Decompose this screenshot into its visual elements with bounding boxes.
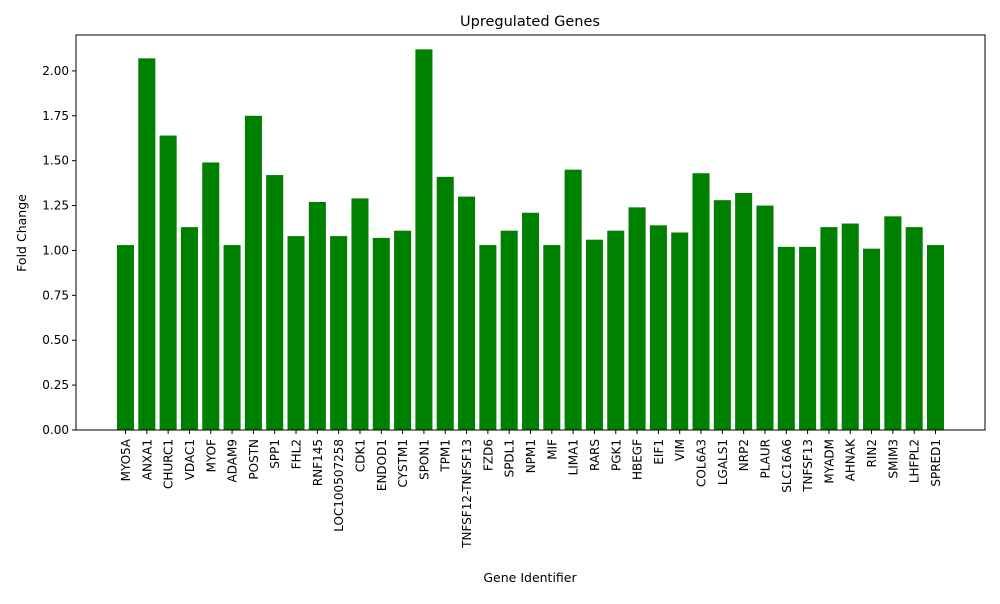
x-tick-label: RARS (588, 439, 602, 471)
bar-lgals1 (713, 200, 731, 430)
x-tick-label: POSTN (247, 439, 261, 480)
y-tick-label: 1.00 (42, 243, 69, 257)
x-tick-label: LGALS1 (716, 439, 730, 485)
bar-npm1 (521, 212, 540, 430)
x-tick-label: EIF1 (652, 439, 666, 465)
bar-myo5a (116, 245, 135, 430)
chart-title: Upregulated Genes (460, 14, 600, 30)
y-tick-label: 1.50 (42, 154, 69, 168)
bar-cdk1 (351, 198, 369, 430)
bar-loc100507258 (330, 236, 348, 430)
bar-ahnak (841, 223, 859, 430)
x-tick-label: SPDL1 (503, 439, 517, 477)
x-tick-label: NPM1 (524, 439, 538, 473)
x-tick-label: PLAUR (758, 439, 772, 479)
bar-nrp2 (735, 193, 753, 430)
y-tick-label: 0.75 (42, 288, 69, 302)
bar-tpm1 (436, 176, 454, 430)
y-axis-label: Fold Change (14, 194, 29, 272)
bar-mif (543, 245, 561, 430)
x-tick-label: TNFSF12-TNFSF13 (460, 439, 474, 549)
x-tick-label: VIM (673, 439, 687, 461)
bar-endod1 (372, 237, 390, 430)
bar-lhfpl2 (905, 227, 923, 430)
bar-tnfsf13 (799, 246, 817, 430)
bar-fzd6 (479, 245, 497, 430)
x-tick-label: SPON1 (417, 439, 431, 480)
bar-rin2 (863, 248, 881, 430)
x-tick-label: HBEGF (631, 439, 645, 480)
x-axis-label: Gene Identifier (483, 570, 577, 585)
x-tick-label: LOC100507258 (332, 439, 346, 532)
y-tick-label: 0.00 (42, 423, 69, 437)
bar-smim3 (884, 216, 902, 430)
bar-spred1 (926, 245, 945, 430)
x-tick-label: MIF (545, 439, 559, 460)
x-tick-label: SPP1 (268, 439, 282, 469)
bar-spp1 (266, 175, 284, 430)
y-tick-label: 2.00 (42, 64, 69, 78)
x-tick-label: MYOF (204, 439, 218, 472)
x-tick-label: AHNAK (844, 438, 858, 481)
bar-myadm (820, 227, 838, 430)
bar-spdl1 (500, 230, 518, 430)
bars-layer (116, 49, 945, 431)
bar-fhl2 (287, 236, 305, 430)
x-tick-label: COL6A3 (695, 439, 709, 487)
x-tick-label: FHL2 (290, 439, 304, 469)
bar-plaur (756, 205, 774, 430)
x-tick-label: LHFPL2 (908, 439, 922, 483)
x-tick-label: ENDOD1 (375, 439, 389, 491)
x-tick-label: NRP2 (737, 439, 751, 471)
bar-adam9 (223, 245, 241, 430)
x-tick-label: FZD6 (481, 439, 495, 471)
x-tick-label: LIMA1 (567, 439, 581, 475)
y-tick-label: 1.75 (42, 109, 69, 123)
bar-myof (202, 162, 220, 431)
bar-rars (585, 239, 603, 430)
x-tick-label: MYADM (822, 439, 836, 484)
x-tick-label: MYO5A (119, 438, 133, 481)
x-tick-label: ANXA1 (140, 439, 154, 480)
bar-eif1 (649, 225, 667, 430)
x-tick-label: VDAC1 (183, 439, 197, 480)
bar-anxa1 (138, 58, 156, 431)
x-tick-label: CHURC1 (162, 439, 176, 489)
bar-vdac1 (180, 227, 198, 430)
bar-cystm1 (394, 230, 412, 430)
x-tick-label: SMIM3 (886, 439, 900, 479)
x-tick-label: CYSTM1 (396, 439, 410, 487)
bar-lima1 (564, 169, 582, 430)
x-tick-label: SLC16A6 (780, 439, 794, 493)
bar-hbegf (628, 207, 646, 430)
x-tick-label: ADAM9 (226, 439, 240, 482)
x-tick-label: SPRED1 (929, 439, 943, 487)
bar-churc1 (159, 135, 177, 431)
bar-vim (671, 232, 689, 430)
x-tick-label: RNF145 (311, 439, 325, 486)
x-tick-label: PGK1 (609, 439, 623, 471)
bar-tnfsf12-tnfsf13 (458, 196, 476, 430)
x-tick-label: CDK1 (353, 439, 367, 472)
y-tick-label: 0.25 (42, 378, 69, 392)
y-tick-label: 1.25 (42, 199, 69, 213)
y-tick-label: 0.50 (42, 333, 69, 347)
bar-postn (244, 115, 262, 431)
bar-slc16a6 (777, 246, 795, 430)
bar-col6a3 (692, 173, 710, 430)
x-tick-label: RIN2 (865, 439, 879, 468)
x-tick-label: TNFSF13 (801, 439, 815, 493)
axes-layer: 0.00 0.25 0.50 0.75 1.00 1.25 1.50 1.75 2.00 MYO5… (42, 34, 986, 549)
bar-rnf145 (308, 201, 326, 430)
bar-spon1 (415, 49, 433, 431)
bar-pgk1 (607, 230, 625, 430)
x-tick-label: TPM1 (439, 439, 453, 473)
